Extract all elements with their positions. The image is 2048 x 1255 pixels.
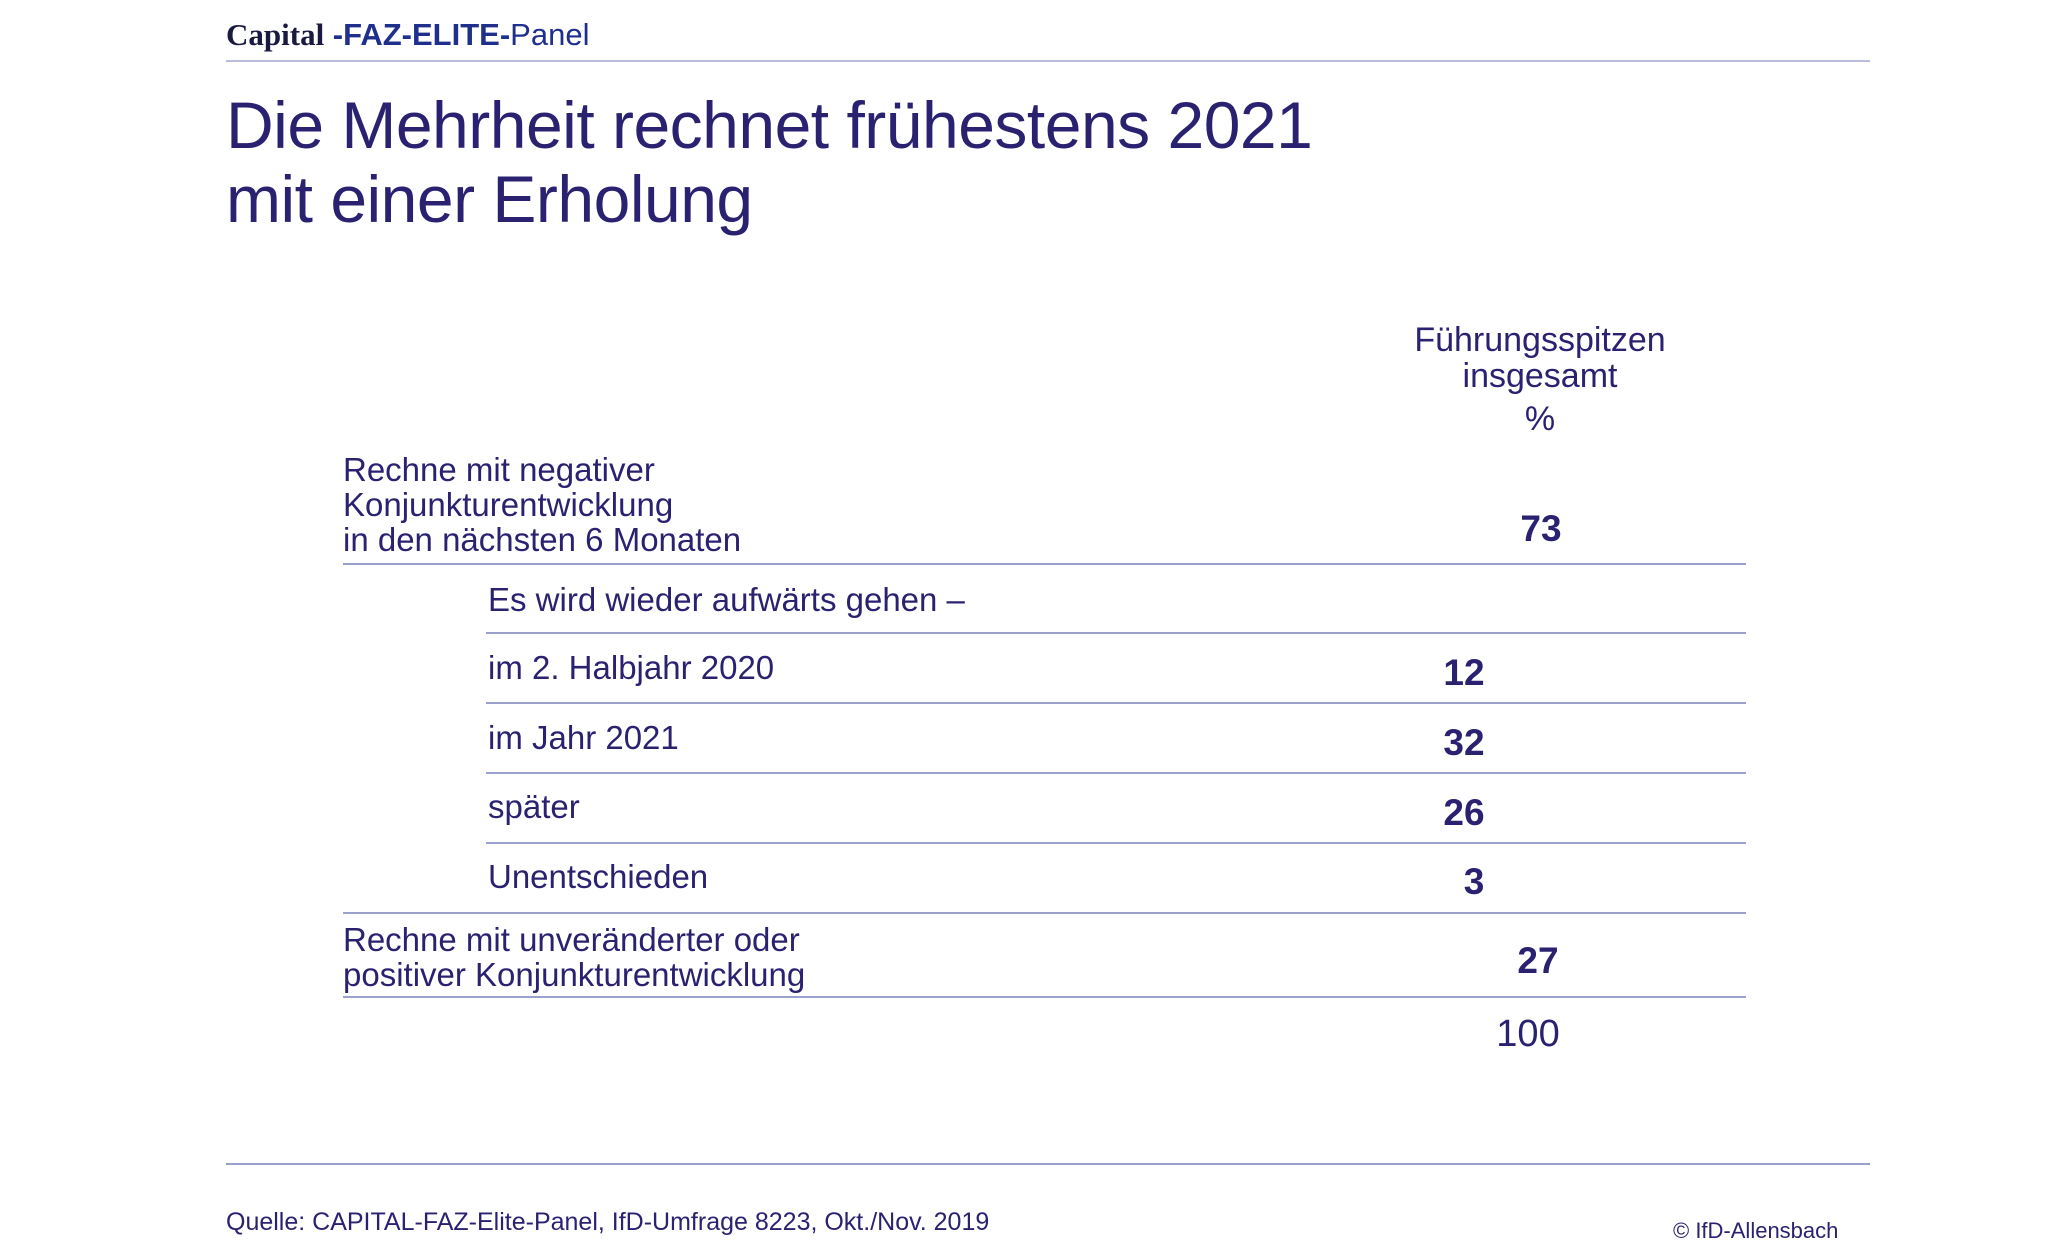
row-label-line: positiver Konjunkturentwicklung (343, 956, 806, 993)
table-row-label: Rechne mit unveränderter oder positiver … (343, 922, 805, 992)
table-row-value: 3 (1463, 861, 1485, 902)
row-divider (343, 912, 1746, 914)
row-divider (486, 702, 1746, 704)
column-header: Führungsspitzen insgesamt (1380, 322, 1700, 394)
copyright-note: © IfD-Allensbach (1673, 1218, 1839, 1243)
table-row-value: 26 (1443, 792, 1485, 833)
brand-faz-elite: -FAZ-ELITE- (324, 17, 511, 52)
table-row-value: 27 (1517, 940, 1559, 981)
table-row-value: 32 (1443, 722, 1485, 763)
table-row-label: Unentschieden (488, 858, 709, 895)
title-line-1: Die Mehrheit rechnet frühestens 2021 (226, 88, 1313, 162)
top-divider (226, 60, 1870, 62)
brand-logo: Capital -FAZ-ELITE-Panel (226, 14, 589, 56)
column-header-line-1: Führungsspitzen (1414, 321, 1666, 359)
table-row-label: im Jahr 2021 (488, 719, 679, 756)
row-label-line: Rechne mit unveränderter oder (343, 921, 800, 958)
table-row-value: 12 (1443, 652, 1485, 693)
source-note: Quelle: CAPITAL-FAZ-Elite-Panel, IfD-Umf… (226, 1208, 990, 1236)
table-row-value: 73 (1520, 508, 1562, 549)
row-divider (486, 772, 1746, 774)
table-row-label: Rechne mit negativer Konjunkturentwicklu… (343, 452, 741, 557)
row-divider (343, 563, 1746, 565)
table-subheader: Es wird wieder aufwärts gehen – (488, 581, 965, 618)
title-line-2: mit einer Erholung (226, 162, 753, 236)
column-unit: % (1524, 400, 1556, 438)
brand-capital: Capital (226, 17, 325, 52)
table-row-label: im 2. Halbjahr 2020 (488, 649, 775, 686)
row-divider (343, 996, 1746, 998)
row-label-line: in den nächsten 6 Monaten (343, 521, 742, 558)
brand-panel: Panel (510, 17, 590, 52)
row-divider (486, 842, 1746, 844)
row-label-line: Rechne mit negativer (343, 451, 655, 488)
row-label-line: Konjunkturentwicklung (343, 486, 674, 523)
table-row-label: später (488, 788, 580, 825)
column-header-line-2: insgesamt (1462, 357, 1618, 395)
table-total: 100 (1496, 1013, 1560, 1055)
row-divider (486, 632, 1746, 634)
page-title: Die Mehrheit rechnet frühestens 2021 mit… (226, 88, 1726, 236)
bottom-divider (226, 1163, 1870, 1165)
